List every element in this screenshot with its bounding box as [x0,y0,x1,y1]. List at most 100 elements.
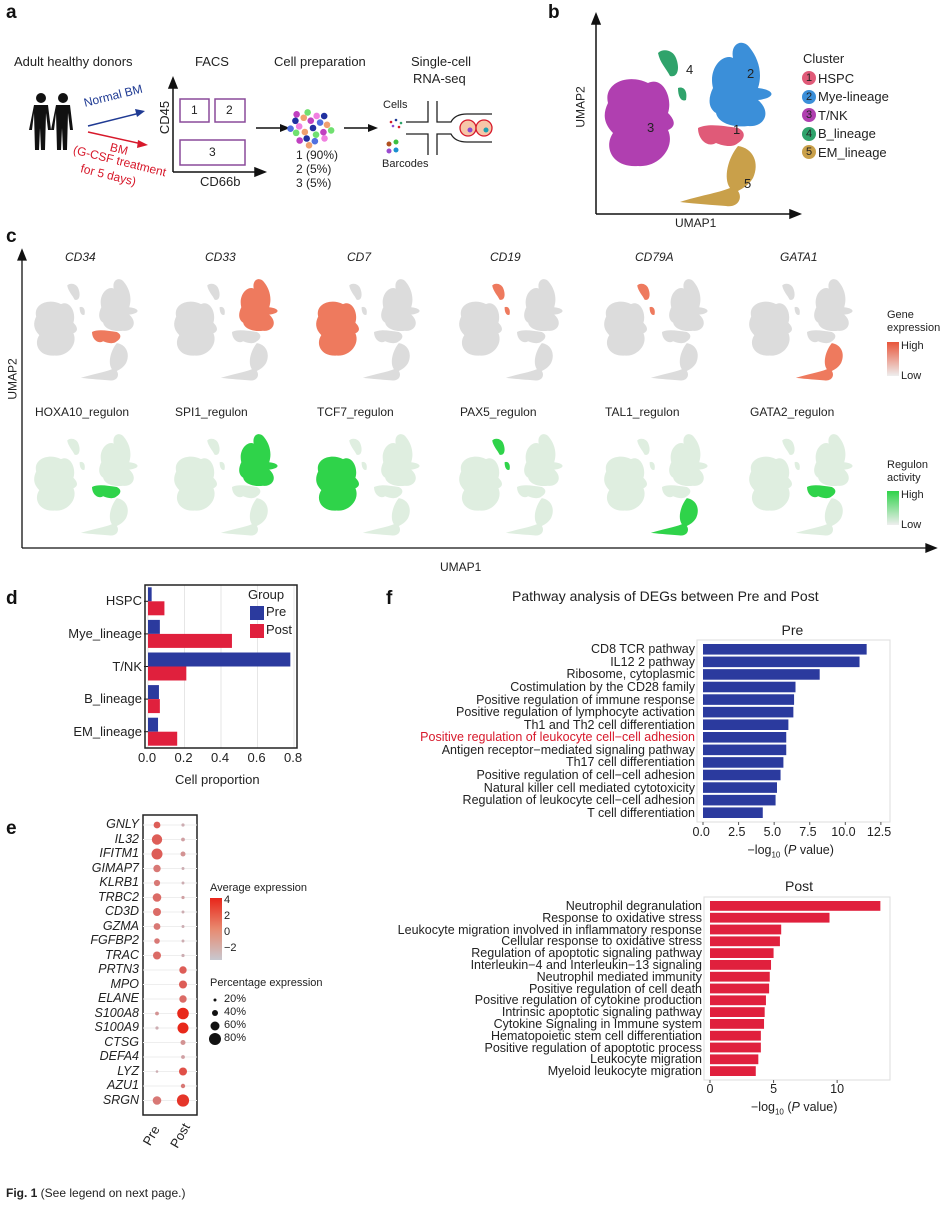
umap-cluster-3 [459,456,502,511]
umap-cluster-5 [220,498,268,536]
expression-dot [181,910,185,914]
cell-dot [303,135,310,142]
umap-cluster-2 [239,279,278,332]
cluster-legend-item: 2 Mye-lineage [802,88,889,107]
pathway-bar [703,807,763,818]
regulon-feature-plot [34,434,138,536]
umap-cluster-4 [349,438,367,470]
cell-dot [305,142,313,149]
expression-dot [180,1040,186,1045]
d-plot-frame [144,584,298,749]
pathway-bar [703,769,781,781]
cluster-legend-item: 1 HSPC [802,69,889,88]
cell-dot [320,112,328,120]
d-x-tick: 0.8 [284,750,303,765]
cluster-2-tag: 2 [747,66,755,81]
cell-dot [300,114,308,122]
gcsf-bm-arrow [87,131,148,148]
pathway-bar [703,782,777,793]
regulon-feature-plot [316,434,420,536]
umap-cluster-5 [680,146,756,207]
pathway-label: Regulation of apoptotic signaling pathwa… [471,946,702,961]
expression-dot [179,966,187,974]
panel-label-c: c [6,226,17,247]
expression-dot [155,1070,159,1073]
pathway-label: Positive regulation of leukocyte cell−ce… [420,730,695,745]
umap-cluster-2 [814,434,853,487]
umap-cluster-3 [749,456,792,511]
gene-label: ELANE [98,991,139,1005]
bar-post-T/NK [148,666,187,681]
umap-cluster-5 [220,343,268,381]
caption-text: (See legend on next page.) [37,1186,186,1200]
cells-dots-icon [389,118,403,129]
bar-post-EM_lineage [148,731,178,746]
f-plot-frame [696,639,891,823]
cell-dot [316,119,324,126]
umap-cluster-1 [807,485,836,499]
pct-tick: 20% [224,993,247,1005]
bar-pre-B_lineage [148,685,159,700]
bar-post-HSPC [148,601,165,616]
cluster-1-tag: 1 [733,122,741,137]
d-category-label: T/NK [112,658,142,674]
umap-cluster-1 [92,330,121,344]
expression-dot [151,834,163,845]
pathway-bar [710,912,830,923]
avg-tick: 4 [224,894,231,906]
pathway-bar [703,681,796,693]
umap-cluster-4 [782,438,800,470]
gene-feature-plot [604,279,708,381]
expression-dot [153,908,161,916]
pathway-bar [710,971,770,982]
cell-dot [311,137,319,145]
umap-cluster-2 [709,42,772,127]
regulon-title: TAL1_regulon [605,405,680,419]
umap-cluster-3 [316,456,359,511]
microfluidics-icon [406,101,493,155]
pathway-label: Positive regulation of immune response [476,692,695,707]
pathway-label: Cellular response to oxidative stress [501,934,702,949]
f-subplot-title: Pre [781,622,804,638]
regulon-activity-colorbar [887,491,899,525]
umap-cluster-2 [524,434,563,487]
cluster-name: Mye-lineage [818,89,889,105]
umap-c-x-label: UMAP1 [440,560,482,574]
cell-dot [320,128,327,136]
d-x-tick: 0.6 [247,750,266,765]
umap-cluster-4 [637,283,655,315]
umap-cluster-4 [637,438,655,470]
umap-cluster-2 [99,434,138,487]
panel-label-e: e [6,818,17,839]
expression-dot [153,923,161,930]
f-x-tick: 0 [706,1082,714,1096]
umap-b-x-label: UMAP1 [675,216,717,230]
expression-dot [152,893,162,902]
cell-dot [307,117,315,124]
e-plot-frame [142,814,198,1116]
bar-post-Mye_lineage [148,633,232,648]
pathway-label: Natural killer cell mediated cytotoxicit… [483,780,695,795]
gene-title: CD79A [635,250,674,264]
gene-title: GATA1 [780,250,818,264]
cluster-swatch: 1 [802,71,816,86]
expression-dot [152,1096,162,1105]
gene-label: KLRB1 [99,875,139,889]
umap-b-plot [604,42,772,207]
cluster-name: B_lineage [818,126,876,142]
bar-pre-T/NK [148,652,291,667]
arrow-to-seq [344,124,378,132]
gene-expression-colorbar [887,342,899,376]
umap-cluster-4 [349,283,367,315]
gate-1-label: 1 [191,103,198,117]
umap-cluster-2 [381,434,420,487]
x-label-part: −log [751,1100,775,1114]
cluster-swatch: 3 [802,108,816,123]
regulon-feature-plot [604,434,708,536]
barcodes-label: Barcodes [382,158,429,170]
x-label-part: 10 [774,1107,784,1117]
panel-label-a: a [6,2,17,23]
expression-dot [151,848,163,860]
